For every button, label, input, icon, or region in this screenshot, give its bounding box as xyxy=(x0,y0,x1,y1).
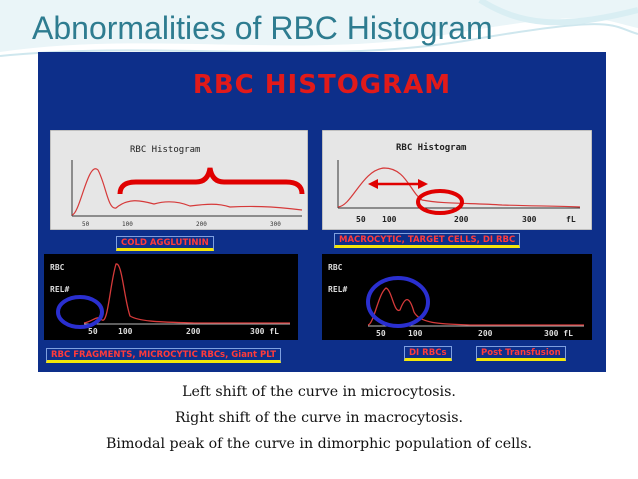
chart-bottom-right: RBC REL# 50 100 200 300 fL xyxy=(322,254,592,340)
chart-top-left: RBC Histogram 50 100 200 300 xyxy=(50,130,308,230)
tick-label: 200 xyxy=(186,327,201,336)
tick-label: 50 xyxy=(376,329,386,338)
tick-label: 50 xyxy=(88,327,98,336)
histogram-curve xyxy=(337,167,581,208)
chart-bottom-left: RBC REL# 50 100 200 300 fL xyxy=(44,254,298,340)
tick-label: 100 xyxy=(118,327,133,336)
chart-top-right: RBC Histogram 50 100 200 300 fL xyxy=(322,130,592,230)
highlight-circle xyxy=(416,189,464,215)
tick-label: 200 xyxy=(478,329,493,338)
axis-label: REL# xyxy=(328,285,347,294)
slide-title: Abnormalities of RBC Histogram xyxy=(32,10,493,46)
tag-macrocytic: MACROCYTIC, TARGET CELLS, DI RBC xyxy=(334,233,521,248)
chart-title: RBC Histogram xyxy=(130,145,200,155)
tick-label: 300 xyxy=(522,215,537,224)
tick-label: 300 fL xyxy=(544,329,573,338)
tick-label: 100 xyxy=(408,329,423,338)
axis-label: REL# xyxy=(50,285,69,294)
histogram-curve xyxy=(71,168,303,216)
histogram-curve xyxy=(83,263,290,324)
header-decoration xyxy=(0,0,638,57)
caption-line-1: Left shift of the curve in microcytosis. xyxy=(182,384,456,400)
chart-title: RBC Histogram xyxy=(396,142,467,153)
tag-post-transfusion: Post Transfusion xyxy=(476,346,566,361)
tick-label: 300 fL xyxy=(250,327,279,336)
caption-line-2: Right shift of the curve in macrocytosis… xyxy=(174,410,464,426)
tick-label: 50 xyxy=(82,221,90,228)
bracket-marker xyxy=(117,167,305,195)
tick-label: 300 xyxy=(270,221,281,228)
tag-cold-agglutinin: COLD AGGLUTININ xyxy=(116,236,214,251)
tick-label: 100 xyxy=(382,215,397,224)
tag-di-rbcs: DI RBCs xyxy=(404,346,452,361)
caption-line-3: Bimodal peak of the curve in dimorphic p… xyxy=(106,436,532,452)
highlight-circle xyxy=(366,276,430,328)
axis-label: RBC xyxy=(50,263,65,272)
tick-label: 100 xyxy=(122,221,133,228)
tag-rbc-fragments: RBC FRAGMENTS, MICROCYTIC RBCs, Giant PL… xyxy=(46,348,282,363)
tick-label: 200 xyxy=(196,221,207,228)
tick-label: 50 xyxy=(356,215,366,224)
highlight-circle xyxy=(56,295,104,329)
panel-title: RBC HISTOGRAM xyxy=(192,70,452,100)
tick-label: 200 xyxy=(454,215,469,224)
axis-label: RBC xyxy=(328,263,343,272)
histogram-curve xyxy=(367,287,584,326)
tick-label: fL xyxy=(566,215,576,224)
histogram-panel: RBC HISTOGRAM RBC Histogram 50 100 200 3… xyxy=(38,52,606,372)
